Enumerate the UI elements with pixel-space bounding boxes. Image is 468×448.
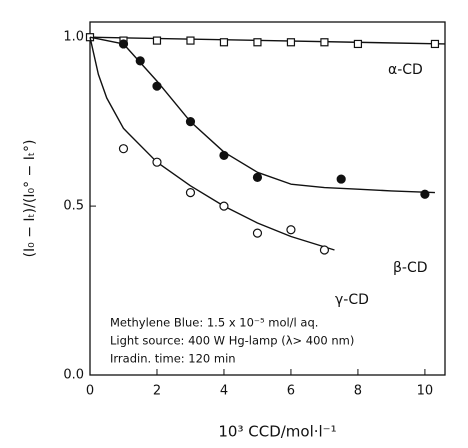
series-label: α-CD xyxy=(388,62,423,78)
x-tick-label: 6 xyxy=(287,384,295,399)
series-label: γ-CD xyxy=(335,292,369,308)
marker xyxy=(252,228,263,238)
marker xyxy=(118,39,129,49)
marker xyxy=(152,36,162,45)
annotation: Irradin. time: 120 min xyxy=(110,352,236,366)
y-axis-label: (I₀ − Iₜ)/(I₀° − Iₜ°) xyxy=(22,140,38,258)
marker xyxy=(185,187,196,198)
annotation: Methylene Blue: 1.5 x 10⁻⁵ mol/l aq. xyxy=(110,316,318,330)
marker xyxy=(185,117,196,127)
y-tick-label: 0.5 xyxy=(63,199,84,214)
marker xyxy=(219,38,229,47)
marker xyxy=(430,39,440,49)
x-tick-label: 10 xyxy=(417,384,434,399)
marker xyxy=(320,38,329,47)
marker xyxy=(118,144,129,154)
y-tick-label: 1.0 xyxy=(63,30,84,45)
x-tick-label: 2 xyxy=(153,384,161,399)
marker xyxy=(152,157,162,167)
x-axis-label: 10³ CCD/mol·l⁻¹ xyxy=(218,423,336,441)
marker xyxy=(219,201,229,211)
x-tick-label: 4 xyxy=(220,384,228,399)
marker xyxy=(253,38,262,47)
marker xyxy=(420,189,430,199)
annotation: Light source: 400 W Hg-lamp (λ> 400 nm) xyxy=(110,334,354,348)
marker xyxy=(135,56,145,66)
marker xyxy=(319,245,330,255)
x-tick-label: 8 xyxy=(354,384,362,399)
marker xyxy=(152,81,162,91)
marker xyxy=(353,39,363,49)
series-label: β-CD xyxy=(393,260,428,276)
marker xyxy=(219,150,229,161)
y-tick-label: 0.0 xyxy=(63,368,84,383)
marker xyxy=(186,36,195,45)
fit-curve xyxy=(89,36,435,194)
plot-frame xyxy=(89,21,446,376)
marker xyxy=(252,172,263,182)
x-tick-label: 0 xyxy=(86,384,94,399)
marker xyxy=(286,225,296,235)
fit-curve xyxy=(89,37,335,251)
marker xyxy=(336,174,346,184)
fit-curve xyxy=(89,36,446,45)
marker xyxy=(286,38,296,47)
